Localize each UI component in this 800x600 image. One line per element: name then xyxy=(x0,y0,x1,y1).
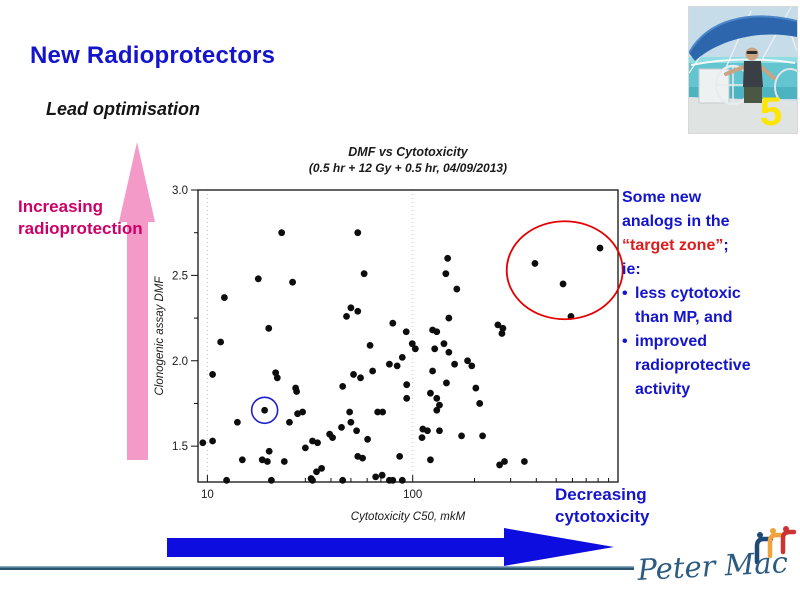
svg-text:3.0: 3.0 xyxy=(172,185,188,197)
slide-title: New Radioprotectors xyxy=(30,42,276,69)
note-line: Some new xyxy=(622,189,702,206)
console xyxy=(698,68,730,104)
chart-title: DMF vs Cytotoxicity xyxy=(348,145,469,159)
note-line: radioprotective xyxy=(635,357,751,374)
slide-number: 5 xyxy=(759,90,783,134)
sunglasses xyxy=(746,51,758,54)
person xyxy=(724,47,776,103)
target-zone-note: Some new analogs in the “target zone”; i… xyxy=(622,186,798,402)
increasing-radioprotection-arrow-shaft xyxy=(127,222,148,460)
svg-text:100: 100 xyxy=(403,489,422,501)
decreasing-cytotoxicity-arrow-shaft xyxy=(167,538,504,557)
note-line: activity xyxy=(635,381,691,398)
second-wheel xyxy=(774,68,800,106)
slide-subtitle: Lead optimisation xyxy=(46,99,201,119)
svg-text:2.0: 2.0 xyxy=(172,356,188,368)
note-bullet-line: • improved xyxy=(622,330,798,354)
y-axis-label: Clonogenic assay DMF xyxy=(154,276,166,396)
peter-mac-logo-icon xyxy=(754,526,797,565)
note-line: than MP, and xyxy=(635,309,733,326)
svg-text:10: 10 xyxy=(201,489,214,501)
svg-text:1.5: 1.5 xyxy=(172,441,188,453)
peter-mac-logo-wordmark: Peter Mac xyxy=(636,545,789,587)
scatter-chart: DMF vs Cytotoxicity (0.5 hr + 12 Gy + 0.… xyxy=(154,145,624,523)
bullet-icon: • xyxy=(622,285,628,302)
decreasing-cytotoxicity-arrow-head xyxy=(504,528,614,566)
boat-photo-illustration xyxy=(688,6,800,134)
red-ellipse-annotation xyxy=(505,220,624,321)
svg-text:Peter Mac: Peter Mac xyxy=(636,545,789,587)
decreasing-cytotoxicity-label: Decreasing cytotoxicity xyxy=(555,485,650,526)
chart-plot-area: 10 100 1.5 2.0 2.5 3.0 xyxy=(172,185,624,501)
deck xyxy=(689,97,797,133)
boat-photo xyxy=(688,6,800,134)
footer-rule xyxy=(0,566,634,570)
chart-subtitle: (0.5 hr + 12 Gy + 0.5 hr, 04/09/2013) xyxy=(309,161,507,175)
note-line: analogs in the xyxy=(622,213,730,230)
railing xyxy=(690,58,796,66)
bullet-icon: • xyxy=(622,333,628,350)
increasing-radioprotection-arrow-head xyxy=(119,142,155,222)
blue-circle-annotation xyxy=(250,396,279,425)
note-line: “target zone”; xyxy=(622,237,729,254)
note-line: ie: xyxy=(622,261,641,278)
peter-mac-logo: Peter Mac xyxy=(636,524,800,598)
svg-text:2.5: 2.5 xyxy=(172,270,188,282)
x-axis-label: Cytotoxicity C50, mkM xyxy=(351,511,466,523)
note-bullet-line: • less cytotoxic xyxy=(622,282,798,306)
increasing-radioprotection-label: Increasing radioprotection xyxy=(18,197,143,238)
